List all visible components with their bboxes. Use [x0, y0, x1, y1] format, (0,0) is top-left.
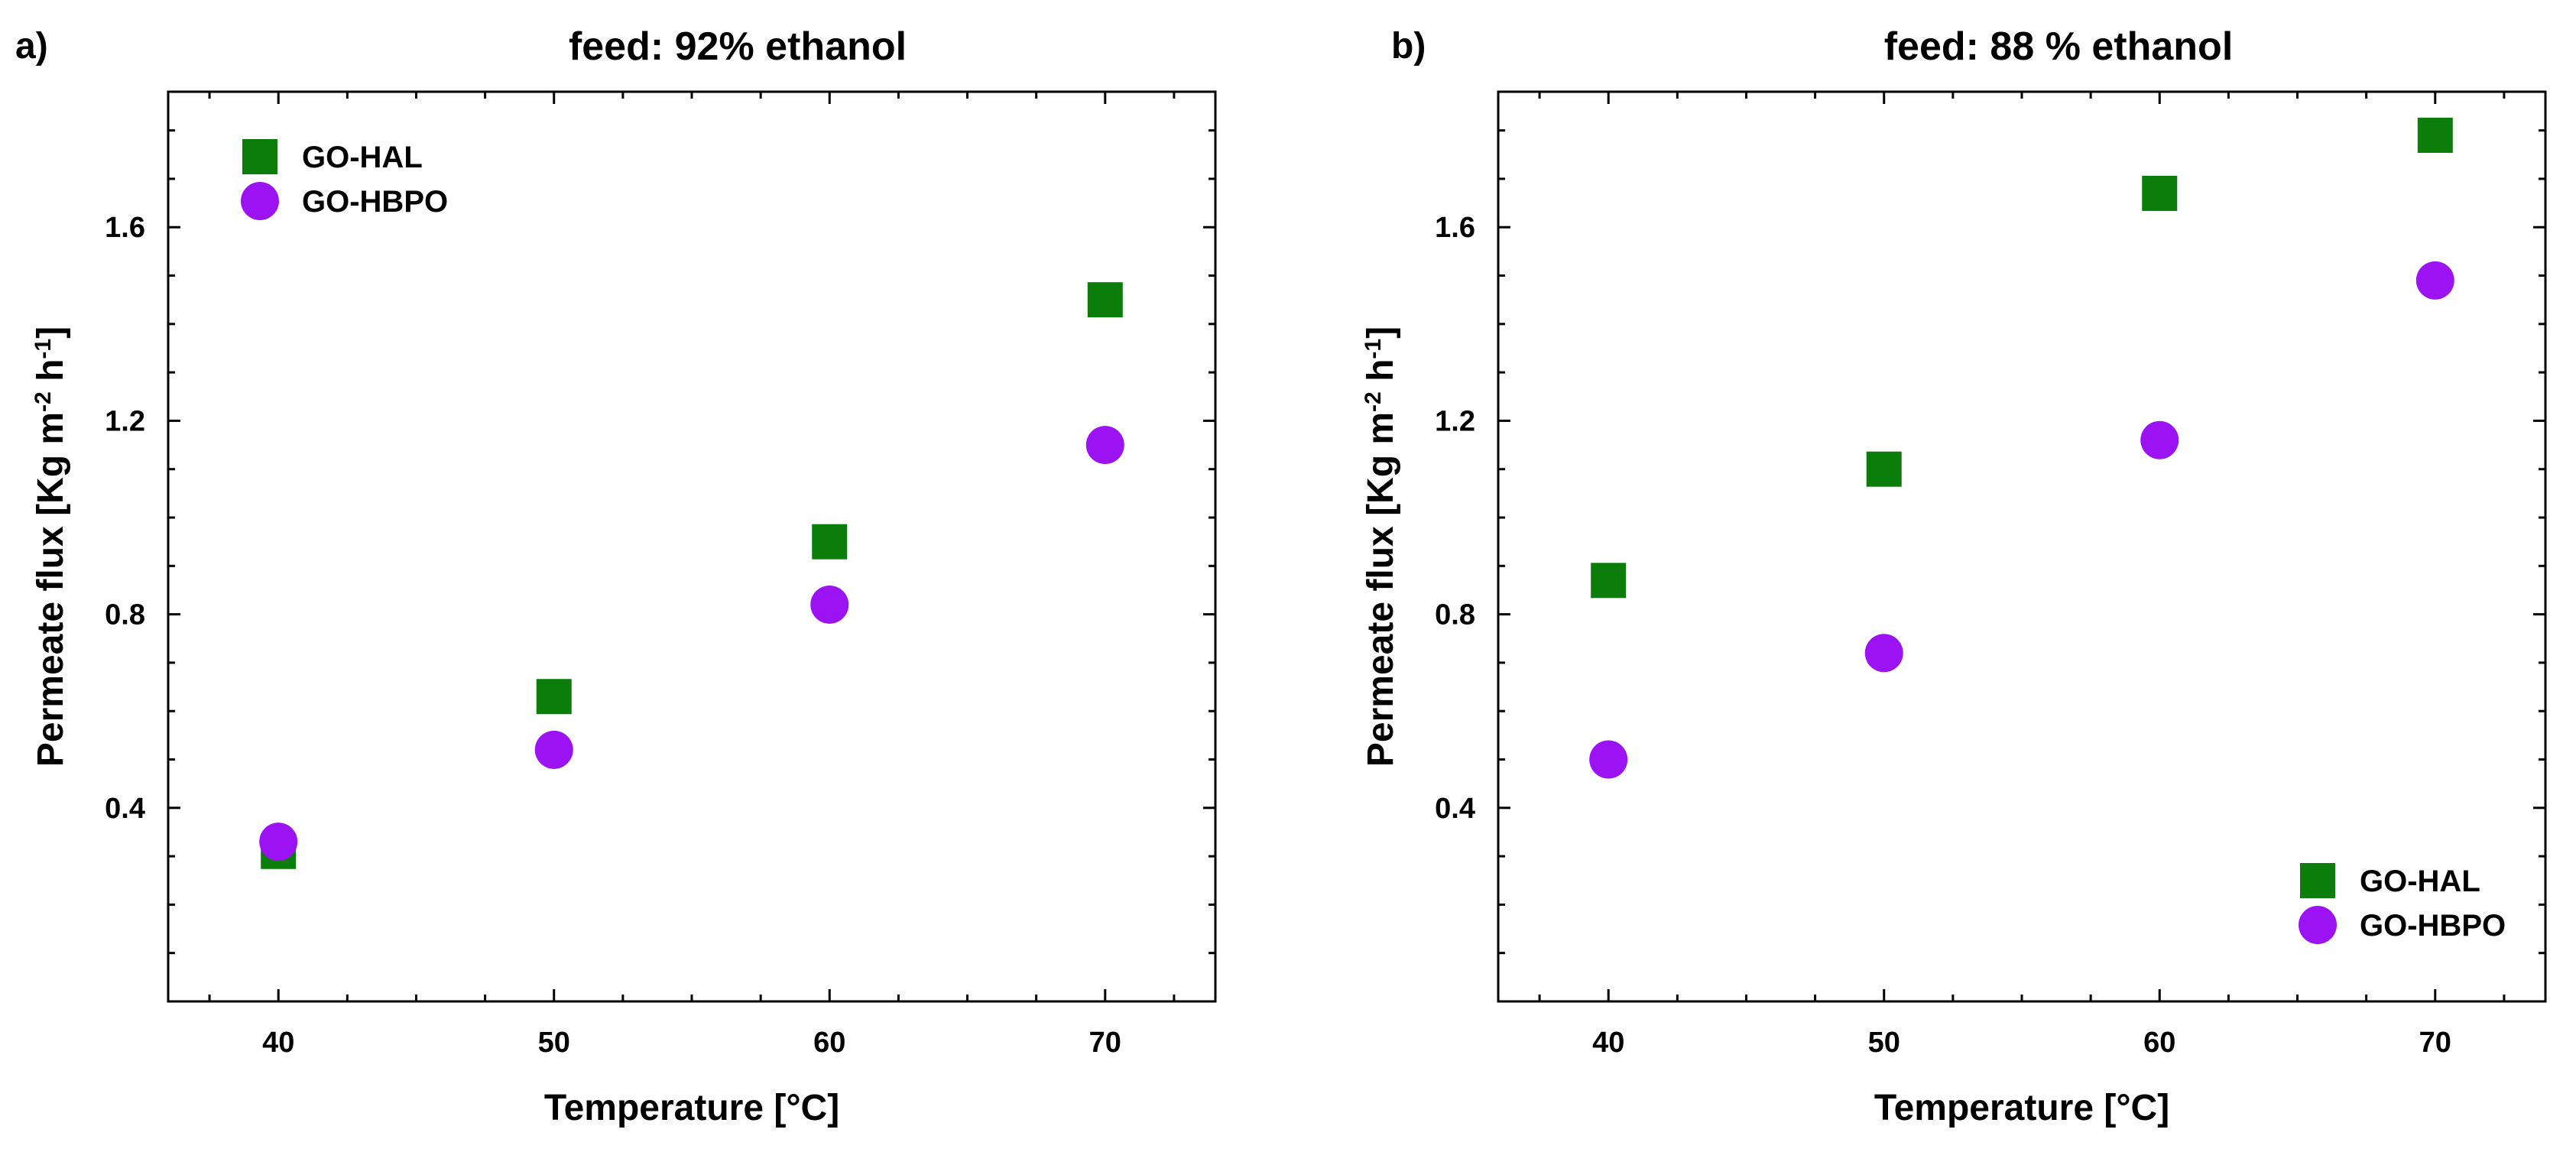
go-hbpo-point: [2415, 261, 2454, 300]
go-hbpo-point: [1085, 426, 1124, 465]
x-axis-label: Temperature [°C]: [544, 1088, 839, 1128]
go-hal-point: [1087, 282, 1123, 318]
data-markers: [259, 282, 1124, 869]
x-tick-label: 70: [1089, 1027, 1121, 1059]
chart-title: feed: 88 % ethanol: [1884, 24, 2234, 69]
y-tick-label: 0.8: [1435, 599, 1475, 631]
go-hal-point: [2142, 175, 2178, 211]
y-tick-label: 0.4: [105, 793, 145, 825]
y-tick-label: 1.6: [1435, 212, 1475, 244]
go-hbpo-point: [1589, 740, 1628, 779]
panel-a: a) feed: 92% ethanol 40 50 60 70 0.4 0.8 1.2 1…: [15, 24, 1217, 1128]
go-hbpo-point: [1864, 634, 1903, 673]
y-tick-label: 0.4: [1435, 793, 1475, 825]
x-axis-label: Temperature [°C]: [1874, 1088, 2169, 1128]
go-hal-point: [1591, 563, 1627, 599]
x-tick-label: 50: [538, 1027, 570, 1059]
legend-label: GO-HAL: [2360, 865, 2480, 898]
axis-ticks: [168, 92, 1215, 1001]
data-markers: [1589, 117, 2454, 779]
go-hal-point: [812, 524, 848, 560]
legend-circle-marker: [2299, 906, 2337, 944]
x-tick-label: 40: [1592, 1027, 1624, 1059]
legend-label: GO-HBPO: [2360, 909, 2506, 943]
panel-label: a): [15, 26, 48, 67]
legend-square-marker: [2300, 863, 2335, 898]
go-hbpo-point: [534, 730, 573, 769]
x-tick-label: 60: [2143, 1027, 2175, 1059]
legend: GO-HAL GO-HBPO: [2299, 863, 2506, 944]
go-hbpo-point: [2140, 420, 2179, 459]
y-axis-label: Permeate flux [Kg m-2 h-1]: [1361, 326, 1401, 767]
go-hbpo-point: [810, 585, 849, 624]
x-tick-label: 50: [1868, 1027, 1900, 1059]
legend-label: GO-HBPO: [302, 185, 448, 219]
chart-title: feed: 92% ethanol: [569, 24, 907, 69]
legend-square-marker: [242, 139, 277, 174]
y-tick-label: 0.8: [105, 599, 145, 631]
legend-label: GO-HAL: [302, 141, 423, 174]
go-hal-point: [1866, 451, 1902, 487]
legend-circle-marker: [241, 182, 279, 220]
legend: GO-HAL GO-HBPO: [241, 139, 448, 220]
y-tick-labels: 0.4 0.8 1.2 1.6: [1435, 212, 1475, 825]
go-hal-point: [2417, 117, 2453, 153]
x-tick-label: 70: [2419, 1027, 2451, 1059]
go-hal-point: [536, 679, 572, 715]
x-tick-label: 60: [813, 1027, 845, 1059]
plot-frame: [167, 90, 1217, 1003]
go-hbpo-point: [259, 823, 298, 862]
x-tick-label: 40: [262, 1027, 294, 1059]
y-tick-label: 1.2: [1435, 405, 1475, 437]
y-tick-label: 1.2: [105, 405, 145, 437]
x-tick-labels: 40 50 60 70: [1592, 1027, 2451, 1059]
axis-ticks: [1498, 92, 2545, 1001]
y-tick-labels: 0.4 0.8 1.2 1.6: [105, 212, 145, 825]
y-axis-label: Permeate flux [Kg m-2 h-1]: [31, 326, 71, 767]
panel-label: b): [1391, 26, 1426, 67]
panel-b: b) feed: 88 % ethanol 40 50 60 70 0.4 0.8 1.2…: [1361, 24, 2547, 1128]
x-tick-labels: 40 50 60 70: [262, 1027, 1121, 1059]
y-tick-label: 1.6: [105, 212, 145, 244]
